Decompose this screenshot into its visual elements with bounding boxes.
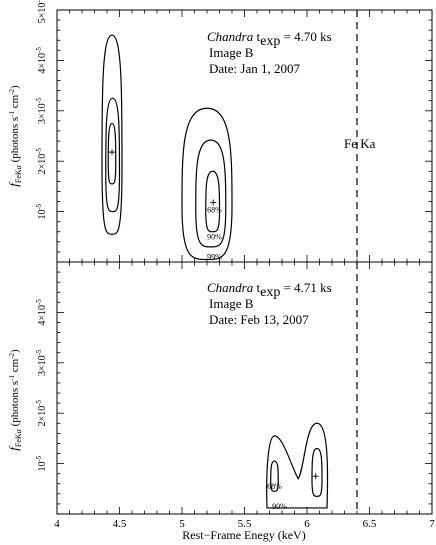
bottom-annotation-line1: Chandra texp = 4.71 ks [207,280,332,300]
top-annotation-line2: Image B [209,45,254,60]
x-axis-label: Rest−Frame Enegy (keV) [182,528,305,542]
x-tick-label: 4.5 [113,518,127,530]
top-contour-label-90: 90% [207,232,222,241]
top-y-tick-label: 2×10-5 [35,147,48,174]
top-y-axis-label: fFeKα (photons s-1 cm-2) [6,85,23,187]
top-annotation-line3: Date: Jan 1, 2007 [209,61,300,76]
bottom-contour-label-68: 68% [267,482,282,491]
top-contour-99-island-2 [181,107,233,261]
top-y-tick-label: 10-5 [35,203,48,219]
top-best-fit-cross [210,199,217,206]
x-tick-label: 6.5 [363,518,377,530]
bottom-best-fit-cross [312,473,319,480]
x-tick-label: 4 [54,518,60,530]
top-contour-99-island-1 [101,34,123,235]
bottom-contour-68-island-1 [270,460,279,492]
top-contour-68-island-2 [205,170,221,233]
top-contour-90-island-1 [105,97,121,213]
bottom-y-axis-label: fFeKα (photons s-1 cm-2) [6,349,23,451]
bottom-y-tick-label: 4×10-5 [35,299,48,326]
x-tick-label: 7 [429,518,435,530]
top-contour-68-island-1 [107,122,117,185]
bottom-annotation-line2: Image B [209,296,254,311]
bottom-contour-68-island-2 [311,447,323,497]
bottom-y-tick-label: 3×10-5 [35,349,48,376]
contour-marks [101,10,358,514]
tick-labels: 10-5 2×10-5 3×10-5 4×10-5 5×10-5 68% 90% 99% 10-… [35,0,435,530]
top-y-tick-label: 5×10-5 [35,0,48,23]
fe-ka-label: Fe Ka [344,136,376,151]
x-tick-label: 6 [304,518,310,530]
x-tick-label: 5.5 [238,518,252,530]
top-contour-90-island-2 [195,139,227,248]
bottom-contour-label-90: 90% [272,502,287,511]
top-contour-label-99: 99% [207,252,222,261]
top-y-tick-label: 3×10-5 [35,97,48,124]
top-contour-label-68: 68% [207,206,222,215]
axis-ticks [56,9,433,515]
x-tick-label: 5 [179,518,185,530]
top-annotation-line1: Chandra texp = 4.70 ks [207,29,332,49]
bottom-contour-90 [266,422,329,509]
top-y-tick-label: 4×10-5 [35,47,48,74]
bottom-y-tick-label: 10-5 [35,455,48,471]
top-best-fit-cross [109,149,115,156]
bottom-annotation-line3: Date: Feb 13, 2007 [209,312,309,327]
bottom-y-tick-label: 2×10-5 [35,399,48,426]
